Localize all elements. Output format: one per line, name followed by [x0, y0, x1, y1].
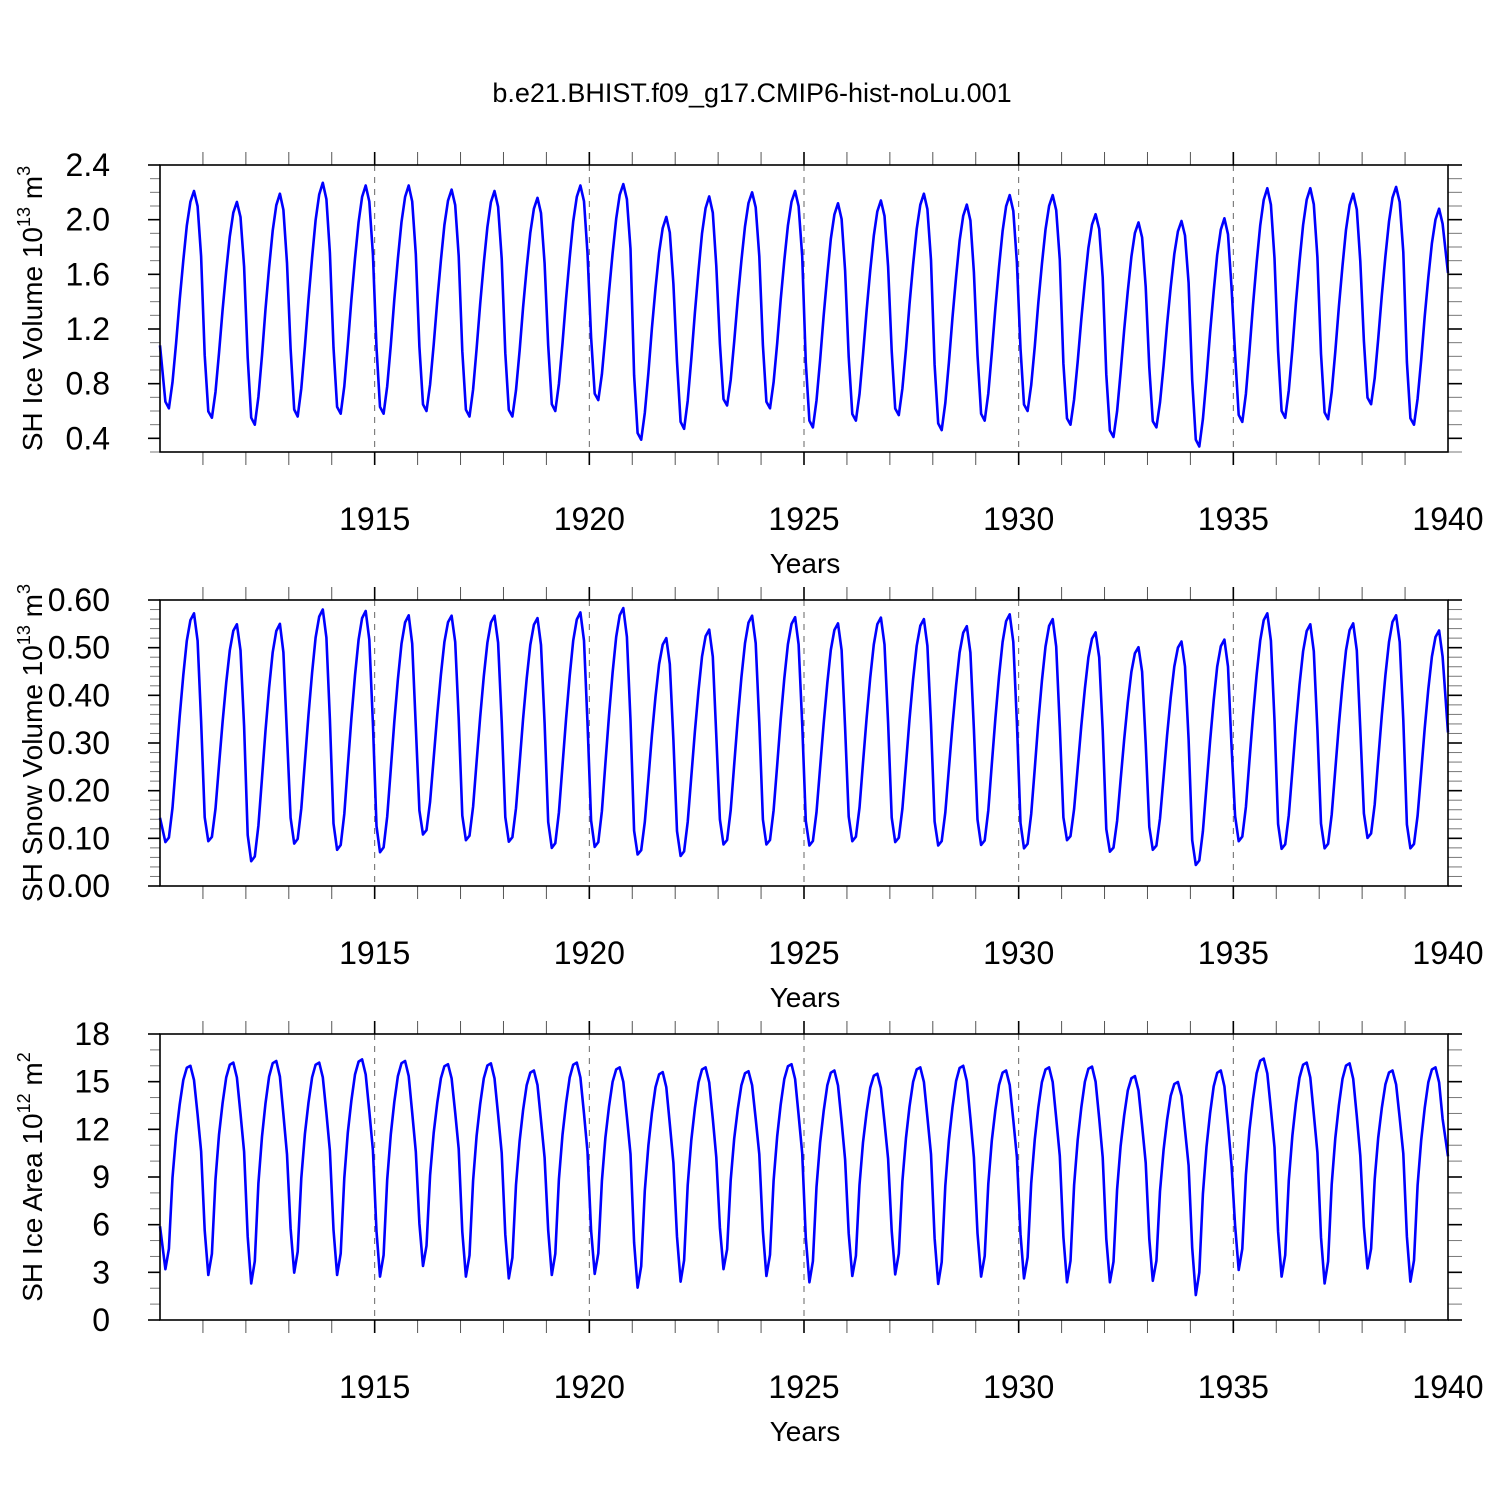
label-text: SH Ice Area 10 — [17, 1113, 48, 1301]
x-tick-label: 1940 — [1412, 501, 1483, 537]
x-tick-label: 1920 — [554, 935, 625, 971]
panel-2: 0.00 0.10 0.20 0.30 0.40 0.50 0.60 1915 1920 1925… — [14, 582, 1484, 1013]
y-tick-label: 0.00 — [48, 868, 110, 904]
panel-3: 0 3 6 9 12 15 18 1915 1920 1925 1930 1935 1940 Years S… — [14, 1016, 1484, 1447]
x-tick-label: 1935 — [1198, 1369, 1269, 1405]
label-text: m — [17, 594, 48, 625]
x-tick-label: 1930 — [983, 501, 1054, 537]
label-text: SH Ice Volume 10 — [17, 227, 48, 451]
superscript: 3 — [14, 584, 34, 594]
y-tick-label: 0.60 — [48, 582, 110, 618]
x-tick-label: 1935 — [1198, 935, 1269, 971]
x-tick-label: 1940 — [1412, 935, 1483, 971]
x-tick-label: 1915 — [339, 501, 410, 537]
series-line — [158, 181, 1450, 448]
figure-title: b.e21.BHIST.f09_g17.CMIP6-hist-noLu.001 — [492, 78, 1011, 108]
y-axis-title: SH Ice Area 1012 m2 — [14, 1052, 48, 1302]
y-tick-label: 2.0 — [66, 202, 110, 238]
x-tick-label: 1915 — [339, 1369, 410, 1405]
y-tick-label: 1.6 — [66, 256, 110, 292]
x-tick-label: 1925 — [768, 935, 839, 971]
y-tick-label: 0.50 — [48, 630, 110, 666]
y-tick-label: 18 — [74, 1016, 110, 1052]
x-axis-title: Years — [770, 548, 841, 579]
x-tick-label: 1925 — [768, 501, 839, 537]
label-text: m — [17, 176, 48, 207]
superscript: 13 — [14, 625, 34, 645]
label-text: SH Snow Volume 10 — [17, 645, 48, 902]
x-tick-label: 1930 — [983, 1369, 1054, 1405]
x-tick-label: 1935 — [1198, 501, 1269, 537]
y-tick-label: 6 — [92, 1207, 110, 1243]
plot-frame — [159, 164, 1449, 453]
panel-1: 0.4 0.8 1.2 1.6 2.0 2.4 1915 1920 1925 1930 1935 19… — [14, 147, 1484, 579]
plot-frame — [159, 599, 1449, 887]
y-tick-label: 0.10 — [48, 820, 110, 856]
y-axis-title: SH Snow Volume 1013 m3 — [14, 584, 48, 902]
label-text: m — [17, 1062, 48, 1093]
y-tick-label: 15 — [74, 1064, 110, 1100]
superscript: 13 — [14, 207, 34, 227]
y-tick-label: 2.4 — [66, 147, 110, 183]
x-axis-title: Years — [770, 982, 841, 1013]
y-tick-label: 0.4 — [66, 420, 110, 456]
superscript: 3 — [14, 166, 34, 176]
y-tick-label: 0.30 — [48, 725, 110, 761]
superscript: 2 — [14, 1052, 34, 1062]
y-tick-label: 0.40 — [48, 677, 110, 713]
y-tick-label: 3 — [92, 1254, 110, 1290]
y-tick-label: 0.20 — [48, 773, 110, 809]
x-tick-label: 1930 — [983, 935, 1054, 971]
plot-frame — [159, 1033, 1449, 1321]
x-tick-label: 1920 — [554, 1369, 625, 1405]
series-line — [158, 1057, 1450, 1297]
y-tick-label: 0.8 — [66, 366, 110, 402]
x-tick-label: 1920 — [554, 501, 625, 537]
x-tick-label: 1925 — [768, 1369, 839, 1405]
y-tick-label: 9 — [92, 1159, 110, 1195]
y-axis-title: SH Ice Volume 1013 m3 — [14, 166, 48, 451]
y-tick-label: 0 — [92, 1302, 110, 1338]
x-tick-label: 1915 — [339, 935, 410, 971]
x-tick-label: 1940 — [1412, 1369, 1483, 1405]
x-axis-title: Years — [770, 1416, 841, 1447]
y-tick-label: 1.2 — [66, 311, 110, 347]
series-line — [158, 606, 1450, 867]
y-tick-label: 12 — [74, 1111, 110, 1147]
superscript: 12 — [14, 1093, 34, 1113]
